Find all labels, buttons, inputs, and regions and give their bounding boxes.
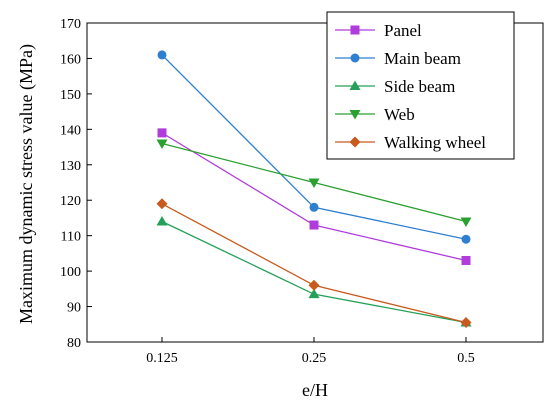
legend-marker-side-beam <box>349 80 361 90</box>
legend-label-web: Web <box>384 105 415 124</box>
data-point-web <box>156 139 168 150</box>
series-walking-wheel <box>156 198 472 329</box>
y-tick-label: 110 <box>61 230 81 245</box>
y-tick-label: 90 <box>67 301 81 316</box>
data-point-panel <box>461 255 471 265</box>
x-tick-label: 0.5 <box>457 351 475 366</box>
y-tick-label: 140 <box>60 123 81 138</box>
series-main-beam <box>157 50 471 244</box>
data-point-panel <box>157 128 167 138</box>
legend-marker-main-beam <box>350 53 360 63</box>
y-tick-label: 80 <box>67 336 81 351</box>
data-point-main-beam <box>309 202 319 212</box>
series-layer <box>156 50 472 329</box>
y-tick-label: 100 <box>60 265 81 280</box>
data-point-web <box>460 217 472 227</box>
data-point-side-beam <box>308 288 320 299</box>
legend-label-walking-wheel: Walking wheel <box>384 133 486 152</box>
data-point-panel <box>309 220 319 230</box>
data-point-walking-wheel <box>308 279 320 291</box>
series-side-beam <box>156 215 472 327</box>
legend-label-side-beam: Side beam <box>384 77 455 96</box>
x-tick-label: 0.125 <box>146 351 178 366</box>
data-point-side-beam <box>156 215 168 226</box>
series-panel <box>157 128 471 265</box>
legend-marker-web <box>349 110 361 120</box>
x-axis-title: e/H <box>302 380 328 400</box>
legend-label-panel: Panel <box>384 21 422 40</box>
y-tick-label: 120 <box>60 194 81 209</box>
data-point-walking-wheel <box>460 317 472 329</box>
y-tick-label: 150 <box>60 88 81 103</box>
data-point-main-beam <box>461 234 471 244</box>
legend: Panel Main beam Side beam Web Walking wheel <box>326 11 515 160</box>
series-line-side-beam <box>161 220 467 324</box>
axes: 80 90 100 110 120 130 140 150 160 170 0.125 0.25 0.5 <box>60 17 544 366</box>
y-tick-label: 160 <box>60 52 81 67</box>
legend-marker-panel <box>350 25 360 35</box>
y-tick-label: 170 <box>60 17 81 32</box>
legend-marker-walking-wheel <box>349 136 361 148</box>
plot-frame <box>86 22 544 343</box>
x-tick-label: 0.25 <box>302 351 327 366</box>
series-web <box>156 139 472 227</box>
legend-label-main-beam: Main beam <box>384 49 461 68</box>
y-tick-label: 130 <box>60 159 81 174</box>
data-point-web <box>308 178 320 188</box>
data-point-main-beam <box>157 50 167 60</box>
data-point-walking-wheel <box>156 198 168 210</box>
y-axis-title: Maximum dynamic stress value (MPa) <box>16 44 37 324</box>
